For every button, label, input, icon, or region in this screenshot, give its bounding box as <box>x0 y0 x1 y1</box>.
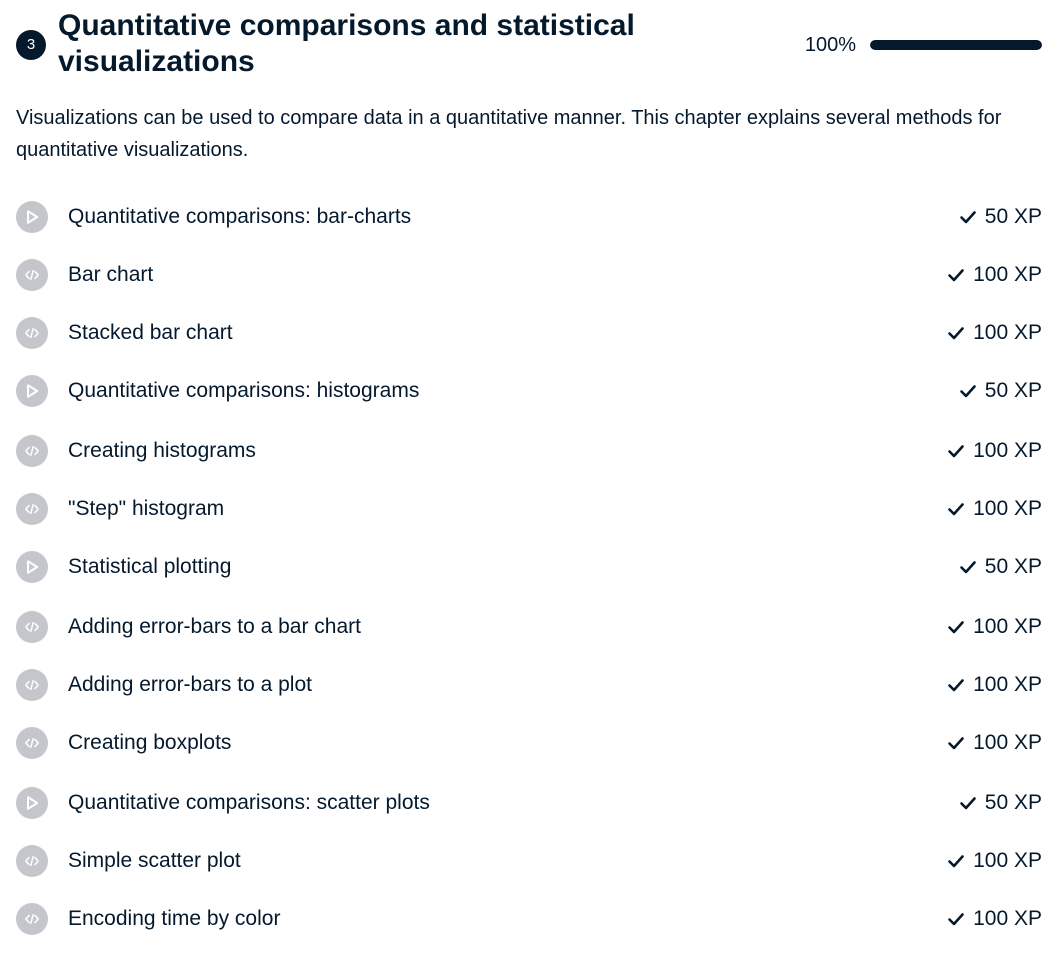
exercise-xp-value: 100 XP <box>973 321 1042 344</box>
exercise-xp: 100 XP <box>947 263 1042 287</box>
checkmark-icon <box>947 500 965 518</box>
exercise-item[interactable]: Adding error-bars to a bar chart 100 XP <box>16 609 1042 645</box>
progress-bar-track <box>870 40 1042 50</box>
checkmark-icon <box>959 558 977 576</box>
exercise-xp: 100 XP <box>947 439 1042 463</box>
checkmark-icon <box>947 852 965 870</box>
code-icon <box>16 845 48 877</box>
exercise-xp: 100 XP <box>947 731 1042 755</box>
exercise-xp-value: 50 XP <box>984 791 1042 814</box>
exercise-xp-value: 50 XP <box>984 205 1042 228</box>
checkmark-icon <box>959 208 977 226</box>
exercise-xp: 50 XP <box>959 791 1042 815</box>
chapter-section: 3 Quantitative comparisons and statistic… <box>16 0 1042 166</box>
exercise-title: Adding error-bars to a bar chart <box>68 615 361 638</box>
checkmark-icon <box>947 266 965 284</box>
exercise-title: Stacked bar chart <box>68 321 233 344</box>
exercise-title: "Step" histogram <box>68 497 225 520</box>
checkmark-icon <box>947 324 965 342</box>
exercise-xp-value: 100 XP <box>973 849 1042 872</box>
exercise-xp: 100 XP <box>947 907 1042 931</box>
code-icon <box>16 435 48 467</box>
video-play-icon <box>16 551 48 583</box>
exercise-item[interactable]: Creating boxplots 100 XP <box>16 725 1042 761</box>
exercise-xp: 100 XP <box>947 615 1042 639</box>
chapter-number-badge: 3 <box>16 30 46 60</box>
code-icon <box>16 317 48 349</box>
exercise-xp: 100 XP <box>947 673 1042 697</box>
exercise-xp: 50 XP <box>959 555 1042 579</box>
exercise-title: Encoding time by color <box>68 907 281 930</box>
exercise-item[interactable]: Encoding time by color 100 XP <box>16 901 1042 937</box>
exercise-item[interactable]: Creating histograms 100 XP <box>16 433 1042 469</box>
checkmark-icon <box>959 382 977 400</box>
exercise-xp-value: 50 XP <box>984 379 1042 402</box>
exercise-xp-value: 100 XP <box>973 263 1042 286</box>
code-icon <box>16 903 48 935</box>
exercise-item[interactable]: Quantitative comparisons: bar-charts 50 X… <box>16 199 1042 235</box>
exercise-item[interactable]: Quantitative comparisons: scatter plots 5… <box>16 785 1042 821</box>
chapter-progress: 100% <box>805 34 1042 56</box>
code-icon <box>16 493 48 525</box>
exercise-title: Simple scatter plot <box>68 849 241 872</box>
code-icon <box>16 259 48 291</box>
video-play-icon <box>16 201 48 233</box>
exercise-xp: 100 XP <box>947 321 1042 345</box>
checkmark-icon <box>947 618 965 636</box>
progress-percentage: 100% <box>804 33 856 56</box>
exercise-xp-value: 100 XP <box>973 497 1042 520</box>
exercise-item[interactable]: Stacked bar chart 100 XP <box>16 315 1042 351</box>
exercise-xp-value: 100 XP <box>973 615 1042 638</box>
video-play-icon <box>16 787 48 819</box>
checkmark-icon <box>947 910 965 928</box>
chapter-title: Quantitative comparisons and statistical… <box>58 9 635 78</box>
exercise-item[interactable]: Quantitative comparisons: histograms 50 X… <box>16 373 1042 409</box>
progress-bar-fill <box>870 40 1042 50</box>
exercise-title: Creating histograms <box>68 439 256 462</box>
exercise-xp: 100 XP <box>947 497 1042 521</box>
exercise-title: Bar chart <box>68 263 154 286</box>
exercise-xp-value: 100 XP <box>973 731 1042 754</box>
exercise-title: Quantitative comparisons: histograms <box>68 379 420 402</box>
checkmark-icon <box>959 794 977 812</box>
checkmark-icon <box>947 734 965 752</box>
exercise-item[interactable]: "Step" histogram 100 XP <box>16 491 1042 527</box>
exercise-item[interactable]: Adding error-bars to a plot 100 XP <box>16 667 1042 703</box>
code-icon <box>16 727 48 759</box>
exercise-xp-value: 100 XP <box>973 439 1042 462</box>
exercise-item[interactable]: Bar chart 100 XP <box>16 257 1042 293</box>
chapter-description: Visualizations can be used to compare da… <box>16 107 1002 161</box>
video-play-icon <box>16 375 48 407</box>
checkmark-icon <box>947 676 965 694</box>
exercise-title: Quantitative comparisons: scatter plots <box>68 791 430 814</box>
exercise-title: Statistical plotting <box>68 555 232 578</box>
exercise-item[interactable]: Statistical plotting 50 XP <box>16 549 1042 585</box>
exercise-title: Creating boxplots <box>68 731 232 754</box>
exercise-xp: 50 XP <box>959 205 1042 229</box>
exercise-xp-value: 50 XP <box>984 555 1042 578</box>
checkmark-icon <box>947 442 965 460</box>
exercise-xp: 100 XP <box>947 849 1042 873</box>
chapter-header: 3 Quantitative comparisons and statistic… <box>16 0 1042 86</box>
code-icon <box>16 611 48 643</box>
exercise-xp-value: 100 XP <box>973 673 1042 696</box>
exercise-title: Adding error-bars to a plot <box>68 673 312 696</box>
exercise-xp-value: 100 XP <box>973 907 1042 930</box>
exercise-title: Quantitative comparisons: bar-charts <box>68 205 412 228</box>
exercise-xp: 50 XP <box>959 379 1042 403</box>
exercise-item[interactable]: Simple scatter plot 100 XP <box>16 843 1042 879</box>
code-icon <box>16 669 48 701</box>
